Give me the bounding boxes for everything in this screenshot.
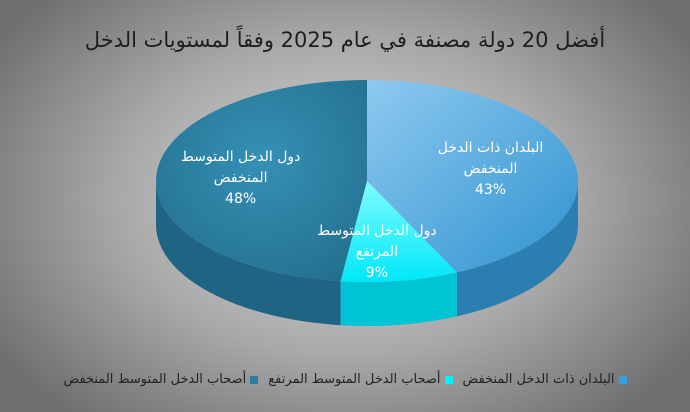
- legend-swatch: [444, 375, 453, 384]
- slice-category-label: المنخفض: [464, 161, 518, 177]
- legend-item: أصحاب الدخل المتوسط المنخفض: [63, 372, 259, 387]
- slice-category-label: المرتفع: [356, 244, 398, 260]
- slice-category-label: دول الدخل المتوسط: [317, 223, 437, 239]
- legend-label: البلدان ذات الدخل المنخفض: [462, 372, 615, 387]
- chart-title: أفضل 20 دولة مصنفة في عام 2025 وفقاً لمس…: [84, 28, 606, 52]
- legend: البلدان ذات الدخل المنخفض أصحاب الدخل ال…: [0, 372, 690, 387]
- pie-slice-side: [456, 181, 578, 317]
- pie-slice: [156, 80, 367, 282]
- legend-label: أصحاب الدخل المتوسط المرتفع: [268, 372, 441, 387]
- pie-slice-side: [340, 272, 457, 326]
- slice-value-label: 9%: [366, 265, 388, 281]
- slice-value-label: 48%: [225, 191, 256, 207]
- slice-category-label: البلدان ذات الدخل: [438, 140, 544, 156]
- pie-slice: [340, 181, 457, 282]
- legend-swatch: [618, 375, 627, 384]
- legend-item: أصحاب الدخل المتوسط المرتفع: [268, 372, 453, 387]
- pie-slice-side: [156, 181, 341, 326]
- legend-swatch: [250, 375, 259, 384]
- slice-category-label: دول الدخل المتوسط: [181, 149, 301, 165]
- slice-value-label: 43%: [475, 182, 506, 198]
- legend-label: أصحاب الدخل المتوسط المنخفض: [63, 372, 247, 387]
- legend-item: البلدان ذات الدخل المنخفض: [463, 372, 627, 387]
- slice-category-label: المنخفض: [214, 170, 268, 186]
- pie-slice: [367, 80, 578, 273]
